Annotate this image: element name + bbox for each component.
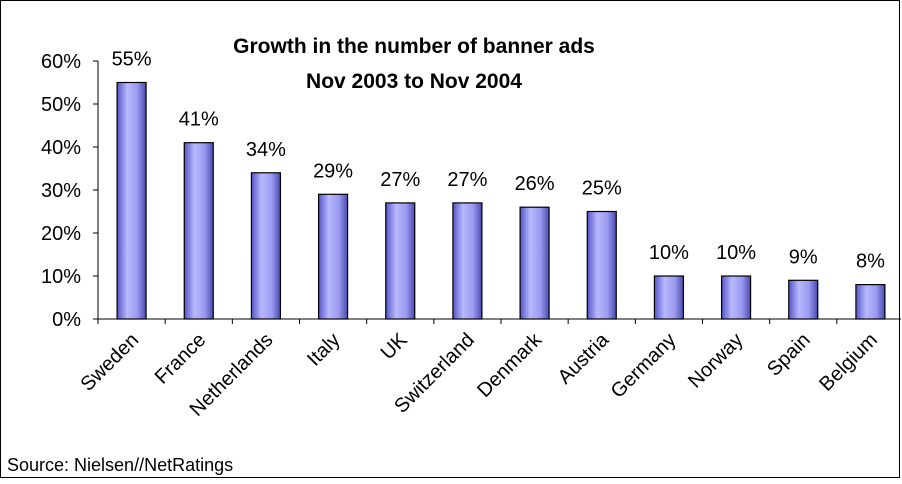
bar-uk — [385, 202, 416, 320]
chart-title: Growth in the number of banner ads — [233, 35, 595, 58]
data-label: 8% — [856, 251, 885, 273]
y-tick-label: 10% — [41, 266, 81, 288]
category-label: Spain — [763, 329, 815, 381]
y-tick-label: 30% — [41, 180, 81, 202]
y-axis: 0% 10% 20% 30% 40% 50% 60% — [41, 51, 99, 331]
category-label: Denmark — [473, 328, 547, 402]
data-label: 25% — [582, 178, 622, 200]
bar-sweden — [116, 81, 147, 320]
data-label: 29% — [313, 160, 353, 182]
data-label: 10% — [649, 242, 689, 264]
data-label: 26% — [515, 173, 555, 195]
category-label: Sweden — [76, 329, 143, 396]
category-label: UK — [377, 329, 413, 365]
bar-germany — [653, 275, 685, 320]
category-label: Norway — [684, 329, 747, 392]
y-tick-label: 0% — [52, 309, 81, 331]
chart-subtitle: Nov 2003 to Nov 2004 — [306, 70, 522, 93]
y-tick-label: 50% — [41, 94, 81, 116]
y-tick-label: 40% — [41, 137, 81, 159]
x-axis — [97, 318, 902, 324]
category-label: Italy — [303, 329, 344, 370]
data-label: 41% — [179, 109, 219, 131]
category-label: France — [151, 329, 211, 389]
y-tick-label: 20% — [41, 223, 81, 245]
category-label: Germany — [607, 329, 681, 403]
category-label: Austria — [554, 328, 614, 388]
data-label: 34% — [246, 139, 286, 161]
data-label: 10% — [716, 242, 756, 264]
bar-spain — [788, 279, 819, 320]
category-label: Belgium — [815, 329, 882, 396]
bar-netherlands — [250, 172, 282, 320]
bar-italy — [317, 193, 349, 320]
bar-austria — [586, 210, 617, 320]
y-tick-label: 60% — [41, 51, 81, 73]
data-label: 55% — [112, 49, 152, 71]
bar-france — [183, 142, 214, 320]
bar-norway — [720, 275, 752, 320]
bars — [116, 81, 886, 320]
data-label: 27% — [380, 169, 420, 191]
bar-belgium — [855, 284, 886, 320]
source-note: Source: Nielsen//NetRatings — [7, 455, 233, 475]
bar-denmark — [519, 206, 550, 320]
bar-switzerland — [452, 202, 483, 320]
data-label: 9% — [789, 246, 818, 268]
data-label: 27% — [447, 169, 487, 191]
data-labels: 55% 41% 34% 29% 27% 27% 26% 25% 10% 10% 9% 8% — [112, 49, 886, 273]
